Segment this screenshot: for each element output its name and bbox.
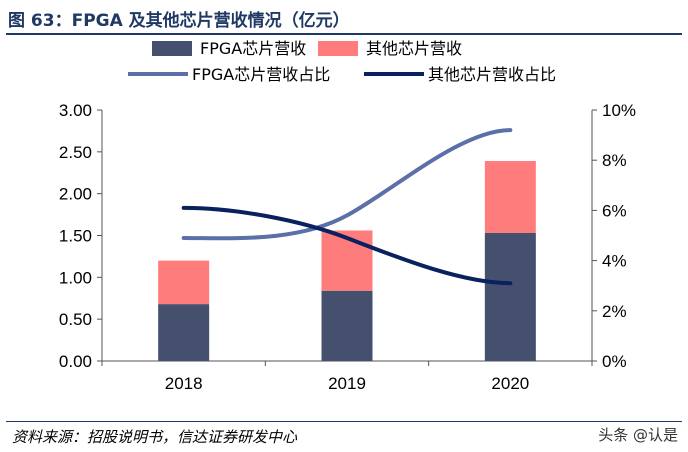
left-tick-label: 0.50 bbox=[59, 310, 92, 329]
left-tick-label: 1.00 bbox=[59, 268, 92, 287]
bar-segment bbox=[484, 161, 536, 233]
chart-title: 图 63：FPGA 及其他芯片营收情况（亿元） bbox=[8, 11, 350, 31]
bar-segment bbox=[158, 260, 210, 305]
x-tick-label: 2019 bbox=[328, 374, 366, 393]
left-tick-label: 1.50 bbox=[59, 227, 92, 246]
x-tick-label: 2018 bbox=[165, 374, 203, 393]
bar-segment bbox=[321, 290, 373, 361]
source-note: 资料来源：招股说明书，信达证券研发中心 bbox=[12, 428, 298, 446]
legend-label: FPGA芯片营收 bbox=[200, 39, 306, 58]
bar-segment bbox=[158, 304, 210, 361]
source-divider bbox=[6, 421, 682, 422]
right-tick-label: 0% bbox=[602, 352, 627, 371]
right-tick-label: 4% bbox=[602, 252, 627, 271]
right-tick-label: 10% bbox=[602, 101, 636, 120]
right-tick-label: 6% bbox=[602, 201, 627, 220]
title-divider bbox=[6, 33, 682, 35]
series-line bbox=[181, 128, 513, 241]
watermark: 头条 @认是 bbox=[598, 426, 678, 444]
left-tick-label: 2.00 bbox=[59, 185, 92, 204]
right-tick-label: 8% bbox=[602, 151, 627, 170]
right-tick-label: 2% bbox=[602, 302, 627, 321]
left-tick-label: 2.50 bbox=[59, 143, 92, 162]
bar-segment bbox=[321, 230, 373, 291]
left-tick-label: 3.00 bbox=[59, 101, 92, 120]
legend-label: 其他芯片营收 bbox=[366, 39, 462, 58]
chart: 0.00 0.50 1.00 1.50 2.00 2.50 3.00 0% 2% 4% 6% 8% 10… bbox=[59, 39, 636, 393]
legend-swatch bbox=[152, 41, 192, 56]
legend-label: FPGA芯片营收占比 bbox=[192, 65, 330, 84]
left-tick-label: 0.00 bbox=[59, 352, 92, 371]
x-tick-label: 2020 bbox=[491, 374, 529, 393]
legend-swatch bbox=[318, 41, 358, 56]
bar-segment bbox=[484, 232, 536, 361]
legend-label: 其他芯片营收占比 bbox=[428, 65, 556, 84]
